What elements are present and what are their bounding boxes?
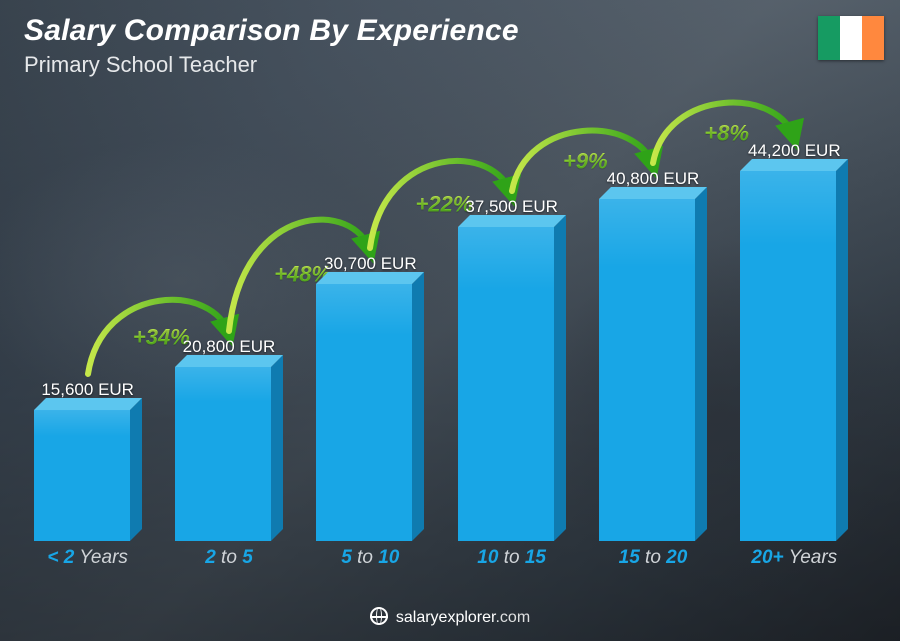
- bar-value-label: 37,500 EUR: [465, 197, 558, 217]
- x-axis-label: 5 to 10: [311, 547, 430, 577]
- bar-column: 15,600 EUR: [28, 380, 147, 541]
- bar-face: [271, 355, 283, 541]
- flag-stripe: [840, 16, 862, 60]
- bar-face: [599, 199, 695, 541]
- chart-subtitle: Primary School Teacher: [24, 52, 519, 78]
- bar-face: [316, 284, 412, 541]
- title-block: Salary Comparison By Experience Primary …: [24, 14, 519, 78]
- bar-face: [130, 398, 142, 541]
- bar-face: [740, 159, 848, 171]
- flag-stripe: [818, 16, 840, 60]
- globe-icon: [370, 607, 388, 625]
- bar-face: [695, 187, 707, 541]
- bar-face: [175, 367, 271, 541]
- bar-face: [175, 355, 283, 367]
- bar-column: 20,800 EUR: [169, 337, 288, 541]
- bar: [34, 410, 142, 541]
- x-axis-label: < 2 Years: [28, 547, 147, 577]
- x-axis-label: 10 to 15: [452, 547, 571, 577]
- infographic-stage: Salary Comparison By Experience Primary …: [0, 0, 900, 641]
- bar-face: [836, 159, 848, 541]
- bar-face: [458, 215, 566, 227]
- bar-face: [599, 187, 707, 199]
- bar: [599, 199, 707, 541]
- bar-face: [554, 215, 566, 541]
- x-axis-label: 2 to 5: [169, 547, 288, 577]
- bar-face: [34, 410, 130, 541]
- flag-stripe: [862, 16, 884, 60]
- bar-value-label: 20,800 EUR: [183, 337, 276, 357]
- bar-value-label: 15,600 EUR: [41, 380, 134, 400]
- bar-value-label: 44,200 EUR: [748, 141, 841, 161]
- bar-chart: +34%+48%+22%+9%+8% 15,600 EUR20,800 EUR3…: [28, 120, 854, 577]
- bar-value-label: 30,700 EUR: [324, 254, 417, 274]
- footer-tld: .com: [495, 609, 530, 626]
- x-axis-label: 15 to 20: [593, 547, 712, 577]
- bar-column: 37,500 EUR: [452, 197, 571, 541]
- bar-column: 44,200 EUR: [735, 141, 854, 541]
- footer-branding: salaryexplorer.com: [0, 607, 900, 627]
- bars-container: 15,600 EUR 20,800 EUR 30,700 EUR 37,500 EUR…: [28, 120, 854, 541]
- bar: [175, 367, 283, 541]
- bar-face: [740, 171, 836, 541]
- chart-title: Salary Comparison By Experience: [24, 14, 519, 48]
- bar-face: [412, 272, 424, 541]
- bar: [316, 284, 424, 541]
- bar-face: [458, 227, 554, 541]
- bar-column: 30,700 EUR: [311, 254, 430, 541]
- bar-column: 40,800 EUR: [593, 169, 712, 541]
- bar-face: [34, 398, 142, 410]
- footer-site: salaryexplorer: [396, 609, 496, 626]
- bar: [458, 227, 566, 541]
- ireland-flag-icon: [818, 16, 884, 60]
- x-axis-label: 20+ Years: [735, 547, 854, 577]
- bar: [740, 171, 848, 541]
- bar-face: [316, 272, 424, 284]
- x-axis-labels: < 2 Years 2 to 5 5 to 10 10 to 15 15 to 20 20…: [28, 547, 854, 577]
- bar-value-label: 40,800 EUR: [607, 169, 700, 189]
